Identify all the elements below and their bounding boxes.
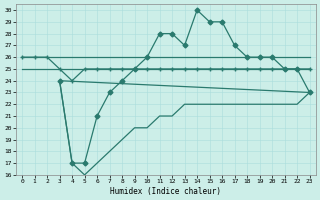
X-axis label: Humidex (Indice chaleur): Humidex (Indice chaleur) xyxy=(110,187,221,196)
